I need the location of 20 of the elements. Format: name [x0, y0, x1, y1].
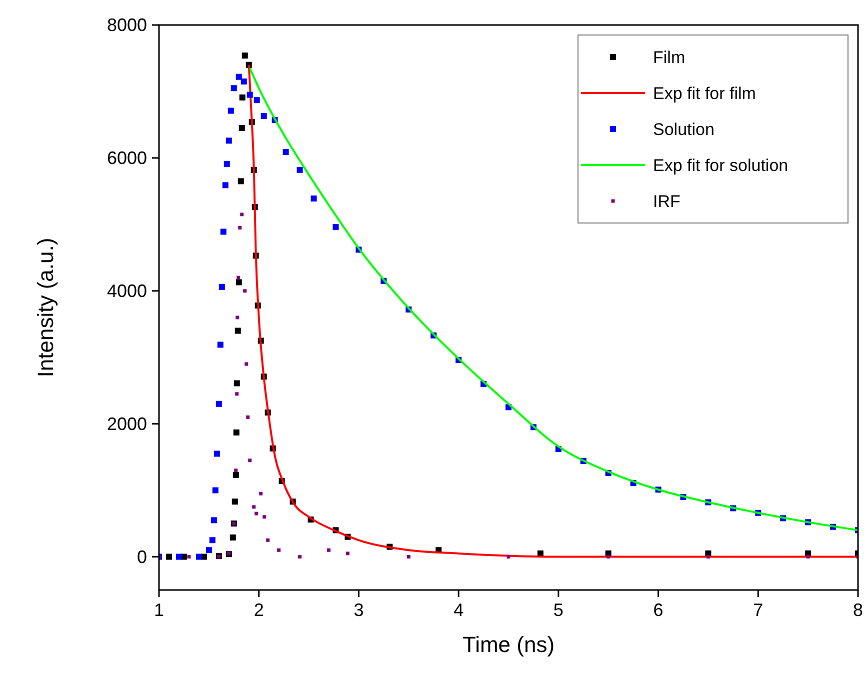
- y-axis-title: Intensity (a.u.): [33, 238, 58, 378]
- x-tick-label: 8: [852, 600, 864, 620]
- x-tick-label: 2: [254, 600, 264, 620]
- x-tick-label: 4: [454, 600, 464, 620]
- y-tick-label: 2000: [106, 414, 147, 434]
- x-tick-label: 1: [154, 600, 164, 620]
- y-tick-label: 0: [136, 546, 147, 567]
- y-tick-label: 8000: [106, 15, 147, 35]
- x-tick-label: 6: [653, 600, 664, 620]
- x-tick-label: 7: [753, 600, 764, 620]
- y-tick-label: 6000: [106, 148, 147, 168]
- y-tick-label: 4000: [106, 280, 147, 301]
- legend-label: Solution: [653, 120, 714, 139]
- legend-label: Exp fit for film: [653, 84, 756, 103]
- x-tick-label: 5: [553, 600, 564, 620]
- legend-label: IRF: [653, 192, 680, 211]
- x-axis-title: Time (ns): [462, 632, 555, 657]
- x-tick-label: 3: [354, 600, 364, 620]
- legend-label: Film: [653, 48, 686, 67]
- legend-label: Exp fit for solution: [653, 156, 788, 175]
